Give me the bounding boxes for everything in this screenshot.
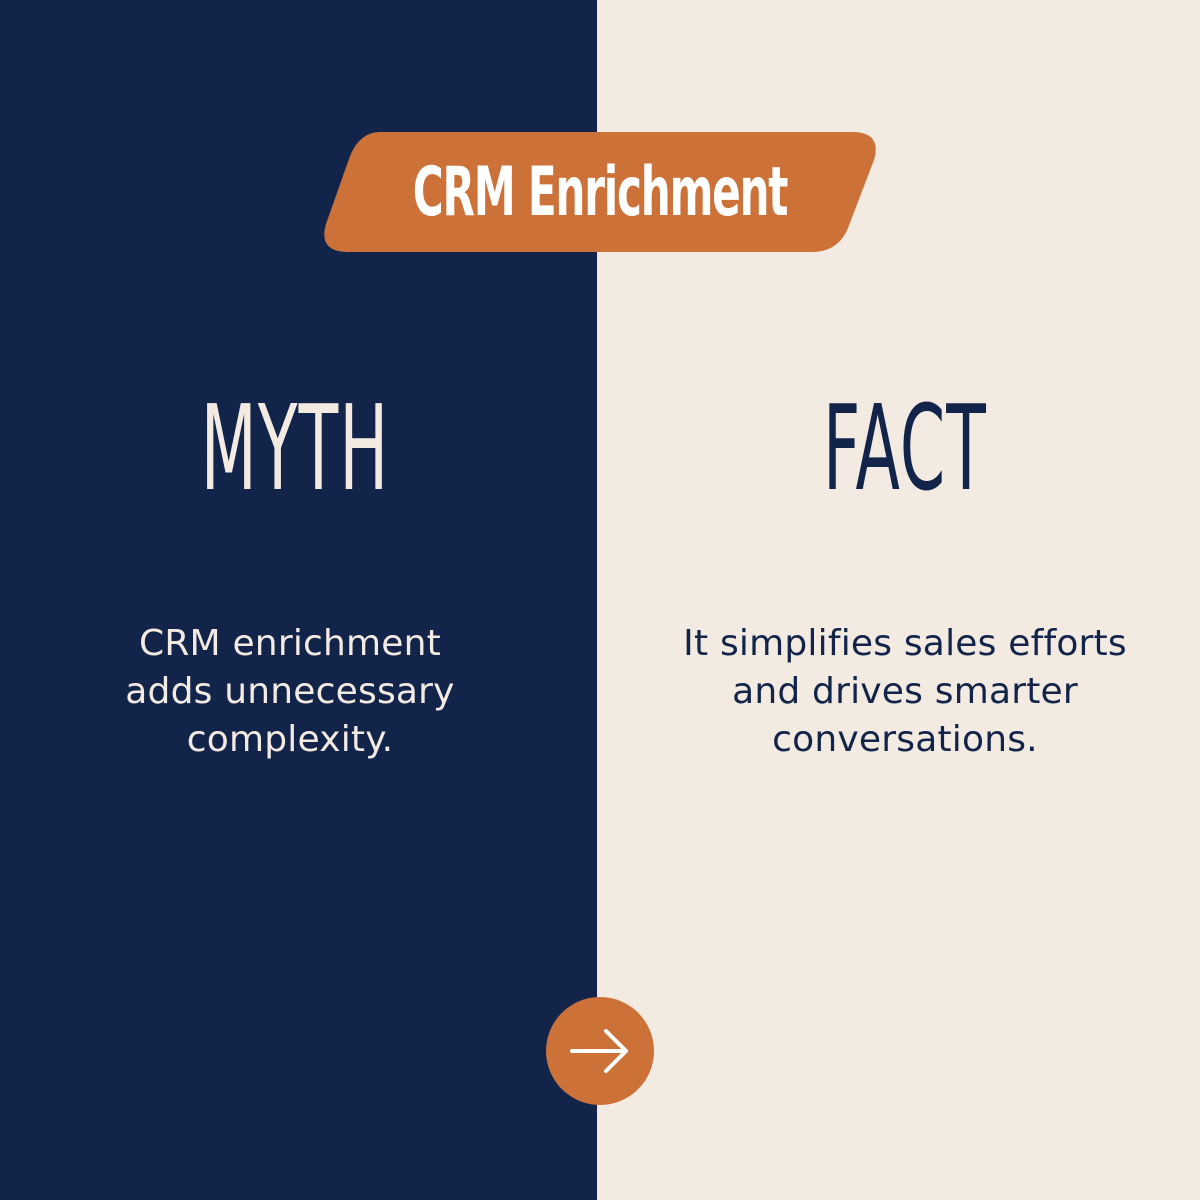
badge-background (324, 132, 876, 252)
title-badge: CRM Enrichment (322, 132, 878, 252)
badge-title: CRM Enrichment (412, 152, 789, 232)
fact-heading: FACT (822, 379, 987, 517)
myth-text: CRM enrichment adds unnecessary complexi… (125, 623, 455, 760)
arrow-right-icon (570, 1029, 628, 1073)
next-button[interactable] (546, 997, 654, 1105)
myth-heading: MYTH (200, 379, 390, 517)
fact-text: It simplifies sales efforts and drives s… (683, 623, 1127, 760)
badge-shape (324, 132, 876, 252)
